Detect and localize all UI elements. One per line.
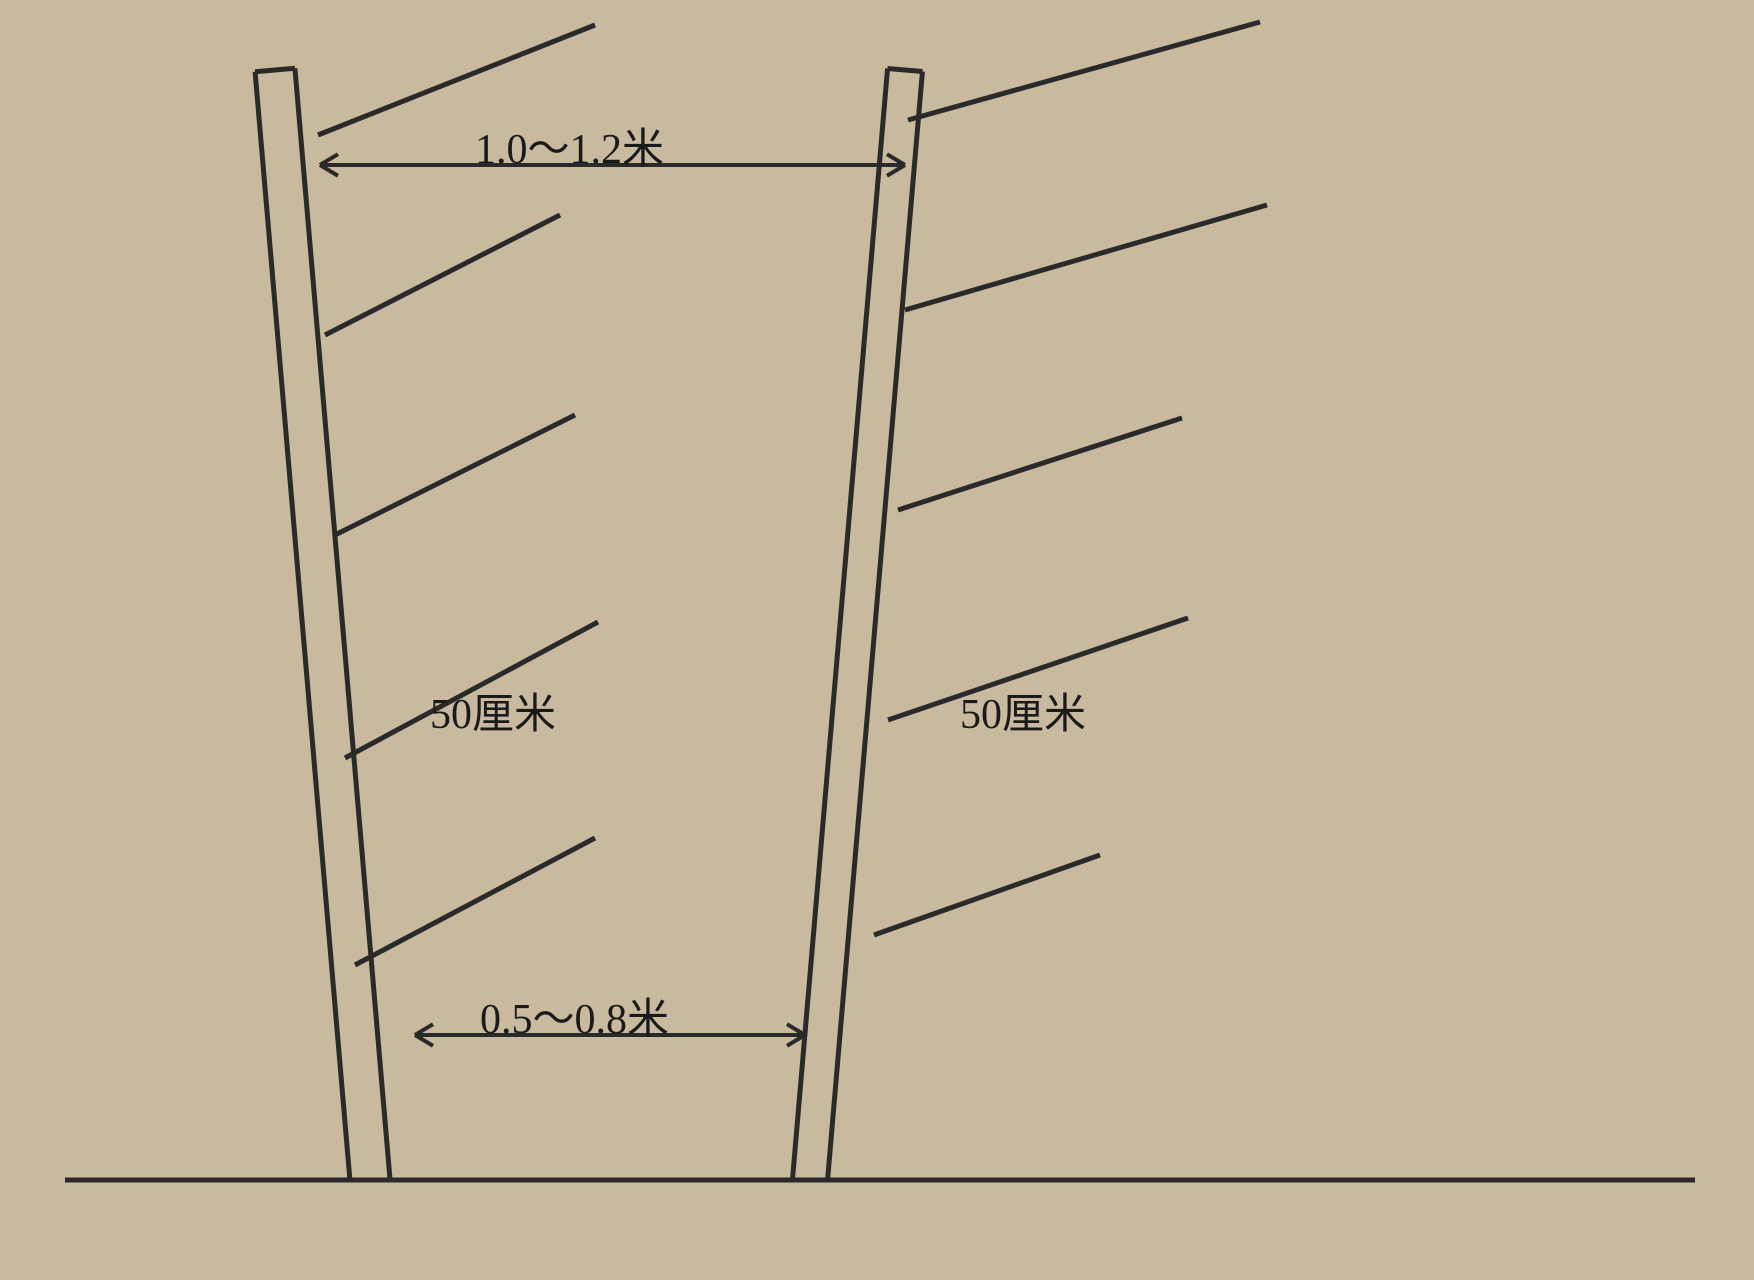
label-left-gap: 50厘米 [430,680,556,741]
label-top-spacing: 1.0～1.2米 [475,115,664,176]
right-post-top-cap [888,69,923,72]
left-post-top-cap [255,68,295,71]
diagram-canvas [0,0,1754,1280]
label-bottom-spacing: 0.5～0.8米 [480,985,669,1046]
label-right-gap: 50厘米 [960,680,1086,741]
